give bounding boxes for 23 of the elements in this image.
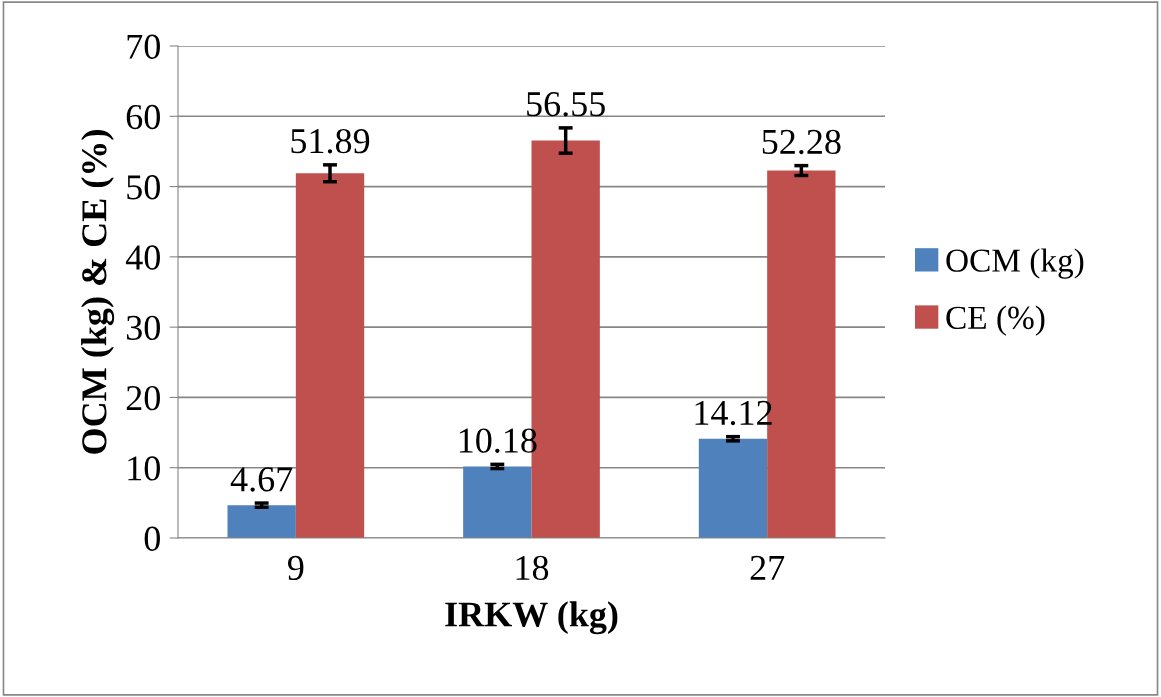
x-tick-label: 27	[750, 555, 785, 580]
data-label: 4.67	[230, 467, 293, 492]
y-tick-label: 10	[128, 456, 160, 481]
x-tick-label: 18	[516, 555, 549, 581]
x-tick-label: 9	[287, 555, 304, 581]
y-tick-label: 50	[127, 175, 160, 200]
bar	[295, 173, 365, 538]
bar	[227, 505, 296, 538]
legend-label: CE (%)	[946, 305, 1045, 336]
bar	[698, 438, 768, 538]
bar	[463, 466, 532, 538]
data-label: 56.55	[527, 92, 605, 117]
y-tick-label: 60	[126, 104, 160, 130]
x-axis-title: IRKW (kg)	[445, 601, 618, 635]
y-tick-label: 0	[144, 526, 160, 551]
data-label: 52.28	[762, 129, 841, 155]
y-tick-label: 70	[127, 34, 160, 59]
y-tick-label: 30	[126, 315, 160, 341]
y-tick-label: 40	[125, 245, 160, 270]
y-tick-label: 20	[126, 385, 160, 411]
y-axis-title: OCM (kg) & CE (%)	[81, 130, 115, 454]
legend-label: OCM (kg)	[946, 248, 1084, 279]
data-label: 51.89	[291, 128, 370, 154]
